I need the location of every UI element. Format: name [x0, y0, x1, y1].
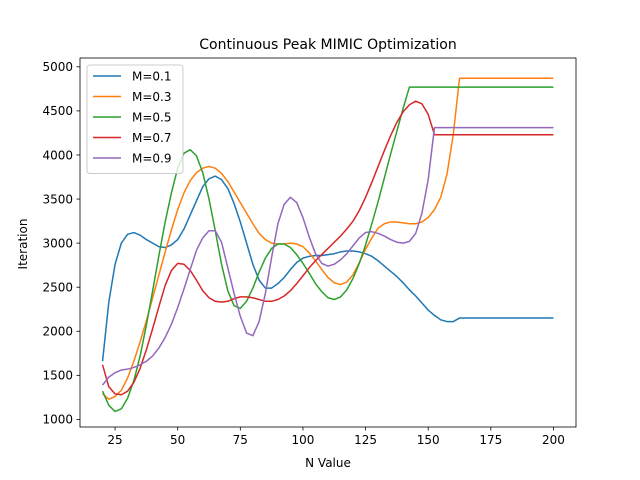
legend-label-3: M=0.5 [132, 110, 172, 124]
x-tick-label: 150 [417, 433, 440, 447]
y-tick-label: 3500 [42, 192, 73, 206]
chart-title: Continuous Peak MIMIC Optimization [199, 37, 456, 53]
y-tick-label: 4000 [42, 148, 73, 162]
y-axis-label: Iteration [16, 219, 30, 270]
y-tick-label: 2000 [42, 325, 73, 339]
x-tick-label: 75 [233, 433, 248, 447]
x-tick-label: 175 [479, 433, 502, 447]
x-tick-label: 200 [542, 433, 565, 447]
y-tick-label: 2500 [42, 280, 73, 294]
series-line-5 [101, 126, 554, 386]
legend-label-1: M=0.1 [132, 69, 172, 83]
x-tick-label: 50 [170, 433, 185, 447]
y-tick-label: 1500 [42, 369, 73, 383]
y-tick-label: 4500 [42, 104, 73, 118]
legend-label-2: M=0.3 [132, 90, 172, 104]
y-tick-label: 1000 [42, 413, 73, 427]
series-line-4 [101, 100, 554, 396]
x-tick-label: 25 [107, 433, 122, 447]
x-tick-label: 100 [291, 433, 314, 447]
y-tick-label: 3000 [42, 236, 73, 250]
legend: M=0.1 M=0.3 M=0.5 M=0.7 M=0.9 [86, 64, 184, 174]
plot-frame [79, 57, 577, 428]
x-axis-label: N Value [305, 456, 351, 470]
legend-label-4: M=0.7 [132, 131, 172, 145]
legend-label-5: M=0.9 [132, 151, 172, 165]
legend-box [86, 64, 184, 174]
x-tick-label: 125 [354, 433, 377, 447]
series-line-1 [101, 175, 554, 362]
y-tick-label: 5000 [42, 60, 73, 74]
series-line-2 [102, 77, 554, 400]
